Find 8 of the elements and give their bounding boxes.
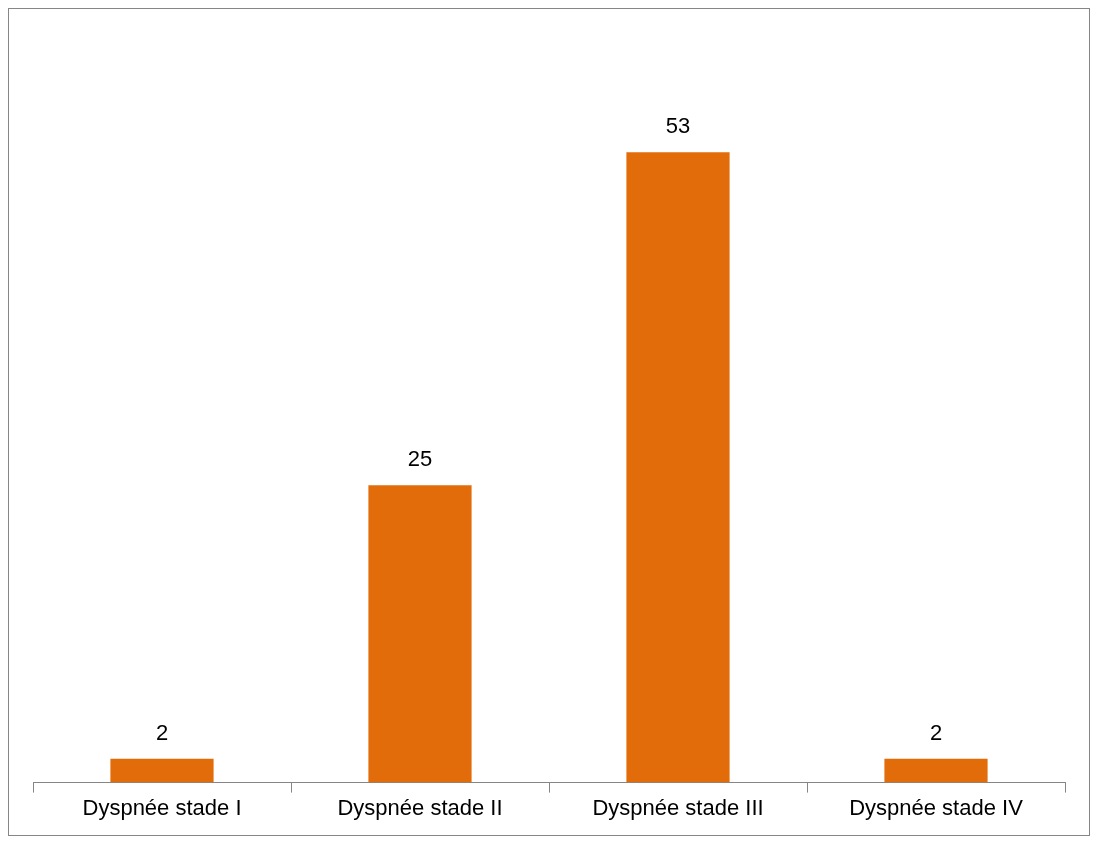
data-label: 2 — [155, 719, 169, 745]
data-label: 25 — [407, 446, 433, 472]
x-tick-label: Dyspnée stade III — [592, 794, 764, 820]
x-tick-label: Dyspnée stade I — [82, 794, 242, 820]
x-tick-label: Dyspnée stade IV — [849, 794, 1024, 820]
data-label: 53 — [665, 113, 691, 139]
data-label: 2 — [929, 719, 943, 745]
x-tick-label: Dyspnée stade II — [337, 794, 503, 820]
